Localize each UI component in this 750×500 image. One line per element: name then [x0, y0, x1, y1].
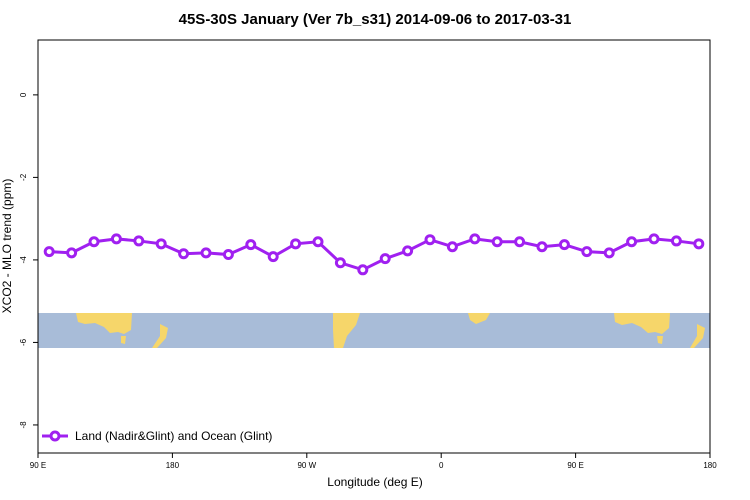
data-point — [402, 245, 414, 257]
data-point — [357, 264, 369, 276]
data-point — [222, 249, 234, 261]
x-tick-label: 90 W — [297, 461, 316, 470]
data-point — [648, 233, 660, 245]
data-point — [469, 233, 481, 245]
data-point — [536, 241, 548, 253]
x-axis-label: Longitude (deg E) — [327, 475, 422, 489]
x-tick-label: 180 — [703, 461, 717, 470]
data-point — [491, 236, 503, 248]
map-strip — [38, 313, 710, 348]
data-point — [312, 236, 324, 248]
data-point — [155, 238, 167, 250]
data-point — [43, 246, 55, 258]
data-point — [558, 239, 570, 251]
series-line — [49, 237, 699, 272]
x-tick-label: 180 — [166, 461, 180, 470]
legend-label: Land (Nadir&Glint) and Ocean (Glint) — [75, 429, 272, 443]
data-point — [88, 236, 100, 248]
x-tick-label: 90 E — [567, 461, 583, 470]
data-point — [446, 241, 458, 253]
data-point — [290, 238, 302, 250]
data-point — [626, 236, 638, 248]
data-point — [267, 251, 279, 263]
data-point — [133, 235, 145, 247]
y-tick-label: -4 — [19, 256, 28, 264]
x-tick-label: 0 — [439, 461, 444, 470]
y-tick-label: -8 — [19, 421, 28, 429]
data-point — [670, 235, 682, 247]
chart-title: 45S-30S January (Ver 7b_s31) 2014-09-06 … — [179, 11, 572, 28]
y-tick-label: -6 — [19, 338, 28, 346]
data-point — [514, 236, 526, 248]
data-point — [581, 246, 593, 258]
legend: Land (Nadir&Glint) and Ocean (Glint) — [42, 429, 272, 443]
x-tick-label: 90 E — [30, 461, 46, 470]
data-point — [245, 239, 257, 251]
data-point — [200, 247, 212, 259]
legend-marker — [49, 430, 61, 442]
data-point — [110, 233, 122, 245]
data-point — [603, 247, 615, 259]
data-point — [334, 257, 346, 269]
data-point — [379, 253, 391, 265]
data-point — [66, 247, 78, 259]
data-point — [178, 248, 190, 260]
data-point — [693, 238, 705, 250]
y-tick-label: -2 — [19, 173, 28, 181]
plot-frame — [37, 39, 711, 454]
data-point — [424, 234, 436, 246]
y-axis-label: XCO2 - MLO trend (ppm) — [0, 179, 14, 314]
y-tick-label: 0 — [19, 92, 28, 97]
